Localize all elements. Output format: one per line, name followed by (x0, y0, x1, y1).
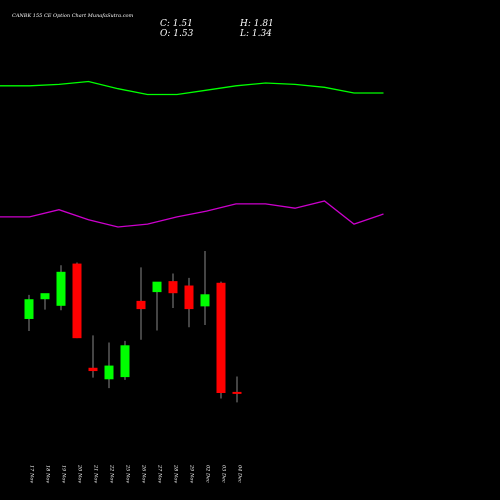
x-axis-ticks: 17 Nov 18 Nov 19 Nov 20 Nov 21 Nov 22 Nov 25 N… (29, 464, 243, 483)
candle-body (24, 299, 34, 319)
x-tick-label: 03 Dec (221, 465, 227, 483)
candle-body (152, 281, 162, 293)
x-tick-label: 26 Nov (141, 464, 147, 483)
candle-body (216, 282, 226, 393)
candle (152, 281, 162, 331)
x-tick-label: 20 Nov (77, 464, 83, 483)
candle-body (168, 281, 178, 294)
candle (184, 277, 194, 328)
x-tick-label: 02 Dec (205, 465, 211, 483)
indicator-lines (0, 80, 384, 228)
candle (120, 340, 130, 380)
candle (88, 335, 98, 378)
candle (104, 342, 114, 389)
candles-group (24, 250, 242, 403)
upper-line (0, 80, 384, 96)
x-tick-label: 28 Nov (173, 464, 179, 483)
candle (40, 293, 50, 310)
candle-body (120, 345, 130, 378)
open-value: O: 1.53 (160, 29, 194, 39)
x-tick-label: 29 Nov (189, 464, 195, 483)
candle-body (88, 367, 98, 372)
candle (216, 281, 226, 399)
candle-body (200, 294, 210, 307)
candle (24, 294, 34, 332)
candle-body (40, 293, 50, 300)
candle (136, 267, 146, 340)
x-tick-label: 25 Nov (125, 464, 131, 483)
candle (56, 265, 66, 311)
candle-body (232, 391, 242, 394)
lower-line (0, 200, 384, 228)
chart-title: CANBK 155 CE Option Chart MunafaSutra.co… (12, 13, 134, 19)
high-value: H: 1.81 (239, 19, 274, 29)
candle (168, 273, 178, 308)
x-tick-label: 27 Nov (157, 464, 163, 483)
x-tick-label: 21 Nov (93, 464, 99, 483)
candle-body (104, 365, 114, 380)
x-tick-label: 18 Nov (45, 465, 51, 483)
candle (72, 262, 82, 339)
candle-body (56, 271, 66, 306)
x-tick-label: 22 Nov (109, 464, 115, 483)
candle (232, 376, 242, 403)
candle-body (184, 285, 194, 310)
low-value: L: 1.34 (239, 29, 272, 39)
x-tick-label: 04 Dec (237, 465, 243, 483)
candle-body (72, 263, 82, 339)
x-tick-label: 19 Nov (61, 465, 67, 483)
candle-body (136, 300, 146, 310)
candle (200, 250, 210, 325)
close-value: C: 1.51 (160, 19, 193, 29)
x-tick-label: 17 Nov (29, 465, 35, 483)
